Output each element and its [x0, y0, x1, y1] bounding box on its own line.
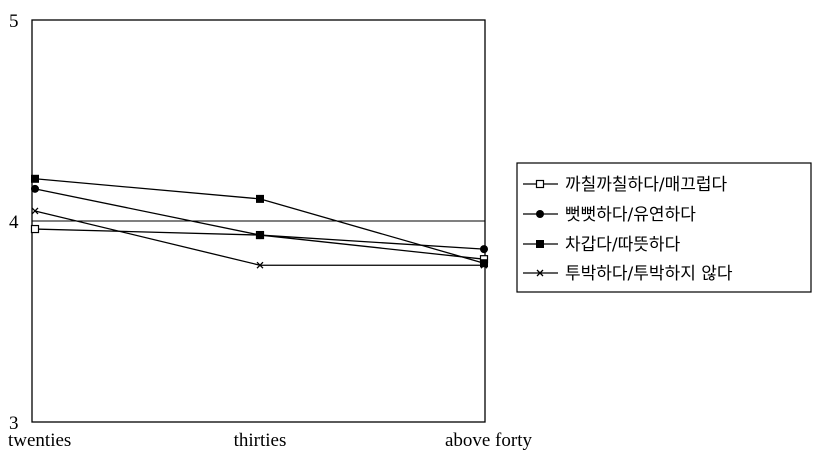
x-axis-tick-labels: twenties thirties above forty [8, 430, 532, 451]
legend-label: 까칠까칠하다/매끄럽다 [565, 175, 727, 195]
series-3-point-1 [31, 174, 39, 183]
y-tick-label: 4 [9, 212, 19, 233]
legend-item-4: 투박하다/투박하지 않다 [523, 264, 733, 284]
x-tick-label: thirties [234, 430, 287, 451]
legend-label: 차갑다/따뜻하다 [565, 235, 681, 255]
legend-marker [536, 210, 544, 218]
legend-item-3: 차갑다/따뜻하다 [523, 235, 681, 255]
series-2-point-3 [480, 245, 488, 254]
series-3-point-3 [480, 259, 488, 268]
y-tick-label: 5 [9, 11, 19, 32]
y-axis-tick-labels: 3 4 5 [9, 11, 19, 434]
x-tick-label: above forty [445, 430, 533, 451]
series-3-point-2 [256, 194, 264, 203]
series-2-point-1 [31, 184, 39, 193]
legend-marker [535, 179, 545, 189]
series-4-point-3 [480, 261, 488, 269]
legend-marker [536, 269, 544, 277]
series-1-point-1 [30, 224, 40, 234]
y-tick-label: 3 [9, 413, 19, 434]
legend-label: 투박하다/투박하지 않다 [565, 264, 733, 284]
x-tick-label: twenties [8, 430, 71, 451]
legend-label: 뻣뻣하다/유연하다 [565, 205, 696, 225]
legend-marker [536, 240, 544, 248]
series-2 [31, 184, 488, 254]
legend-box [516, 162, 812, 293]
series-4-point-2 [256, 261, 264, 269]
series-2-point-2 [256, 231, 264, 240]
series-4-point-1 [31, 207, 39, 215]
series-3 [31, 174, 488, 268]
series-4 [31, 207, 488, 269]
legend-item-1: 까칠까칠하다/매끄럽다 [523, 175, 727, 195]
series-layer [30, 174, 489, 269]
legend-item-2: 뻣뻣하다/유연하다 [523, 205, 696, 225]
